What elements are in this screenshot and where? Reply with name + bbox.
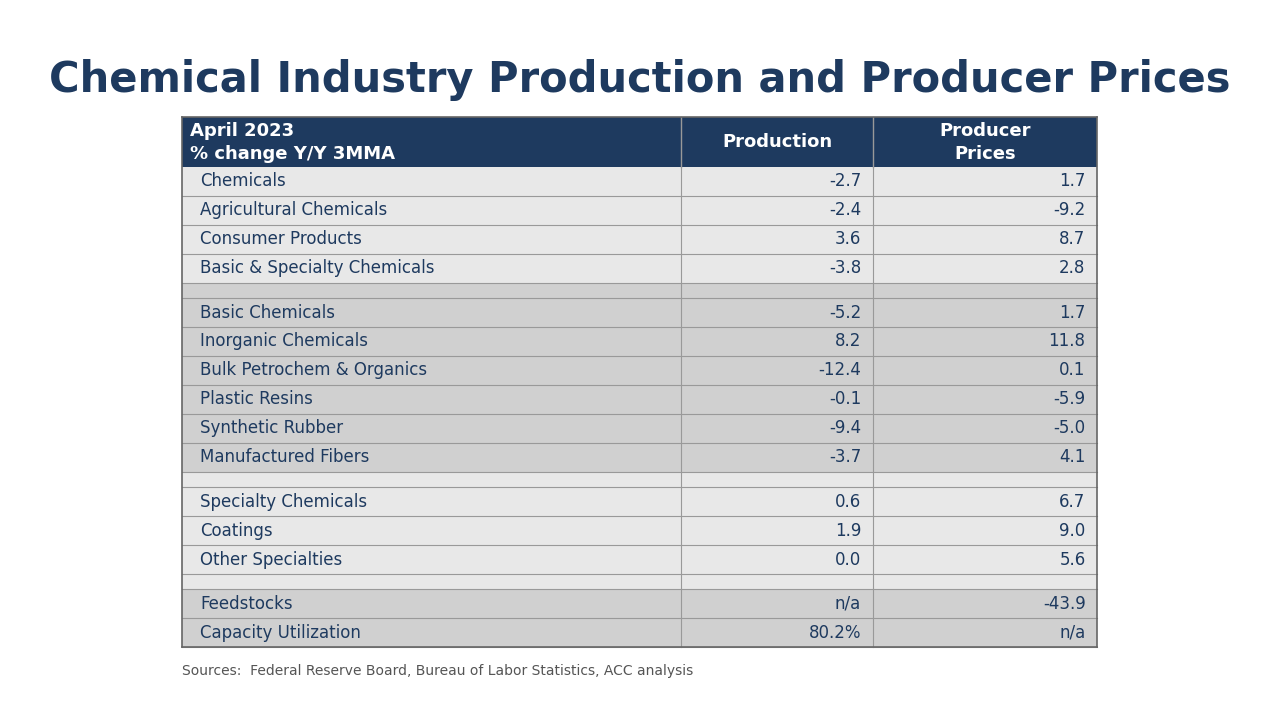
Text: 8.2: 8.2 [835,333,861,351]
Text: April 2023
% change Y/Y 3MMA: April 2023 % change Y/Y 3MMA [191,122,396,163]
Bar [182,414,1097,443]
Text: Feedstocks: Feedstocks [201,595,293,613]
Text: -2.7: -2.7 [829,172,861,190]
Text: n/a: n/a [835,595,861,613]
Text: Synthetic Rubber: Synthetic Rubber [201,419,343,437]
Text: Capacity Utilization: Capacity Utilization [201,624,361,642]
Text: 6.7: 6.7 [1060,492,1085,510]
Bar [182,117,1097,167]
Text: Sources:  Federal Reserve Board, Bureau of Labor Statistics, ACC analysis: Sources: Federal Reserve Board, Bureau o… [182,665,692,678]
Bar [182,167,1097,196]
Text: 9.0: 9.0 [1060,521,1085,539]
Text: -43.9: -43.9 [1043,595,1085,613]
Text: 1.7: 1.7 [1059,172,1085,190]
Text: -0.1: -0.1 [829,390,861,408]
Text: -9.4: -9.4 [829,419,861,437]
Text: Consumer Products: Consumer Products [201,230,362,248]
Text: 3.6: 3.6 [835,230,861,248]
Text: -3.8: -3.8 [829,259,861,277]
Text: -9.2: -9.2 [1053,202,1085,220]
Text: Producer
Prices: Producer Prices [940,122,1032,163]
Text: 0.6: 0.6 [835,492,861,510]
Text: Inorganic Chemicals: Inorganic Chemicals [201,333,369,351]
Bar [182,545,1097,574]
Bar [182,196,1097,225]
Text: -5.0: -5.0 [1053,419,1085,437]
Text: 4.1: 4.1 [1059,449,1085,467]
Text: n/a: n/a [1060,624,1085,642]
Text: 5.6: 5.6 [1060,551,1085,569]
Bar [182,487,1097,516]
Text: Agricultural Chemicals: Agricultural Chemicals [201,202,388,220]
Text: Coatings: Coatings [201,521,273,539]
Bar [182,298,1097,327]
Text: -2.4: -2.4 [829,202,861,220]
Bar [182,356,1097,385]
Bar [182,327,1097,356]
Text: Production: Production [722,133,832,151]
Bar [182,574,1097,590]
Text: -5.9: -5.9 [1053,390,1085,408]
Text: Chemicals: Chemicals [201,172,287,190]
Bar [182,472,1097,487]
Text: Plastic Resins: Plastic Resins [201,390,314,408]
Text: -5.2: -5.2 [829,304,861,322]
Text: Basic Chemicals: Basic Chemicals [201,304,335,322]
Bar [182,385,1097,414]
Text: Other Specialties: Other Specialties [201,551,343,569]
Bar [182,618,1097,647]
Bar [182,443,1097,472]
Bar [182,253,1097,283]
Bar [182,283,1097,298]
Text: Manufactured Fibers: Manufactured Fibers [201,449,370,467]
Text: 11.8: 11.8 [1048,333,1085,351]
Text: 0.0: 0.0 [835,551,861,569]
Text: Chemical Industry Production and Producer Prices: Chemical Industry Production and Produce… [49,59,1231,101]
Text: 1.9: 1.9 [835,521,861,539]
Text: 1.7: 1.7 [1059,304,1085,322]
Text: Bulk Petrochem & Organics: Bulk Petrochem & Organics [201,361,428,379]
Text: 2.8: 2.8 [1059,259,1085,277]
Text: Specialty Chemicals: Specialty Chemicals [201,492,367,510]
Text: Basic & Specialty Chemicals: Basic & Specialty Chemicals [201,259,435,277]
Bar [182,516,1097,545]
Text: -3.7: -3.7 [829,449,861,467]
Text: 0.1: 0.1 [1059,361,1085,379]
Text: -12.4: -12.4 [818,361,861,379]
Bar [182,225,1097,253]
Text: 80.2%: 80.2% [809,624,861,642]
Bar [182,590,1097,618]
Text: 8.7: 8.7 [1060,230,1085,248]
